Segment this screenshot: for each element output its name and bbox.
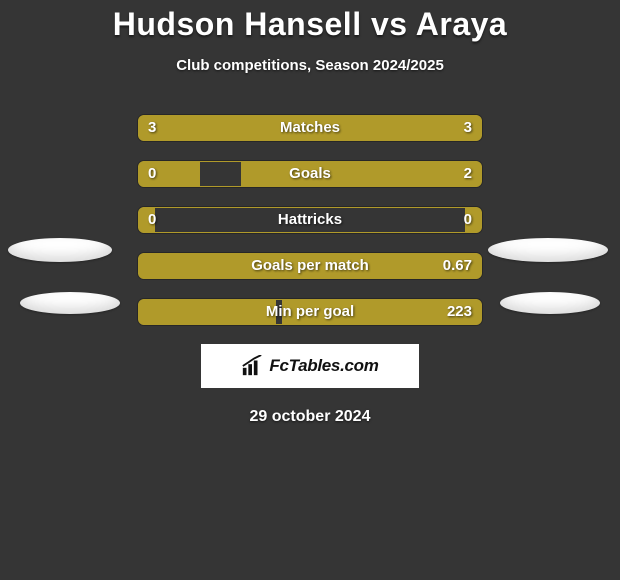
stat-fill-left	[138, 115, 310, 141]
stat-row: Goals per match0.67	[137, 252, 483, 280]
subtitle: Club competitions, Season 2024/2025	[0, 57, 620, 74]
stat-value-left: 0	[148, 207, 156, 233]
stat-value-left: 3	[148, 115, 156, 141]
stat-row: Min per goal223	[137, 298, 483, 326]
stat-row-bg	[138, 207, 482, 233]
comparison-chart: Matches33Goals02Hattricks00Goals per mat…	[0, 114, 620, 326]
stat-value-right: 0.67	[443, 253, 472, 279]
stat-value-right: 0	[464, 207, 472, 233]
stat-value-right: 3	[464, 115, 472, 141]
player-badge-ellipse	[8, 238, 112, 262]
stat-value-right: 2	[464, 161, 472, 187]
stat-fill-left	[138, 253, 248, 279]
stat-value-right: 223	[447, 299, 472, 325]
stat-value-left: 0	[148, 161, 156, 187]
source-badge-text: FcTables.com	[269, 356, 378, 376]
stat-row: Matches33	[137, 114, 483, 142]
stat-row: Hattricks00	[137, 206, 483, 234]
player-badge-ellipse	[20, 292, 120, 314]
stat-fill-right	[310, 115, 482, 141]
stat-fill-right	[241, 161, 482, 187]
bars-icon	[241, 355, 263, 377]
player-badge-ellipse	[500, 292, 600, 314]
player-badge-ellipse	[488, 238, 608, 262]
page-title: Hudson Hansell vs Araya	[0, 0, 620, 43]
stat-fill-left	[138, 299, 276, 325]
stat-row: Goals02	[137, 160, 483, 188]
date-label: 29 october 2024	[0, 408, 620, 426]
source-badge[interactable]: FcTables.com	[201, 344, 419, 388]
